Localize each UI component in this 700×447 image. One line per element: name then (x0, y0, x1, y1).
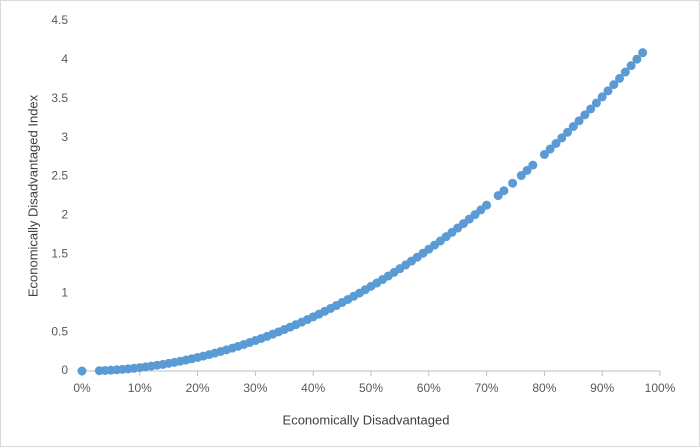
x-tick-label: 0% (73, 381, 91, 395)
point (591, 98, 601, 108)
x-tick-label: 60% (417, 381, 441, 395)
point (528, 160, 538, 170)
y-tick-label: 1.5 (51, 247, 68, 261)
point (551, 139, 561, 148)
point (597, 92, 607, 102)
point (586, 104, 596, 114)
point (574, 116, 584, 126)
point (603, 86, 613, 96)
point (545, 144, 555, 154)
x-tick-label: 30% (243, 381, 267, 395)
x-tick-label: 40% (301, 381, 325, 395)
x-tick-label: 10% (128, 381, 152, 395)
point (77, 366, 87, 376)
y-tick-label: 1 (61, 285, 68, 299)
y-tick-label: 4 (61, 52, 68, 66)
point (568, 122, 578, 132)
x-tick-label: 80% (532, 381, 556, 395)
y-tick-label: 2 (61, 208, 68, 222)
point (580, 110, 590, 120)
point (638, 48, 648, 58)
point (516, 171, 526, 181)
x-tick-label: 50% (359, 381, 383, 395)
x-tick-label: 100% (645, 381, 676, 395)
point (508, 178, 518, 188)
x-axis-title: Economically Disadvantaged (283, 412, 450, 427)
point (632, 54, 642, 64)
point (499, 186, 509, 196)
point (482, 200, 492, 210)
point (522, 165, 532, 175)
y-axis-title: Economically Disadvantaged Index (25, 94, 40, 297)
point (615, 73, 625, 83)
point (626, 61, 636, 71)
y-tick-label: 0 (61, 363, 68, 377)
point (557, 133, 567, 143)
point (563, 127, 573, 137)
x-tick-label: 20% (186, 381, 210, 395)
y-tick-label: 2.5 (51, 169, 68, 183)
point (539, 149, 549, 159)
y-tick-label: 0.5 (51, 324, 68, 338)
x-tick-label: 70% (475, 381, 499, 395)
y-tick-label: 3.5 (51, 91, 68, 105)
y-tick-label: 4.5 (51, 13, 68, 27)
x-tick-label: 90% (590, 381, 614, 395)
point (609, 80, 619, 90)
point (620, 67, 630, 77)
y-tick-label: 3 (61, 130, 68, 144)
